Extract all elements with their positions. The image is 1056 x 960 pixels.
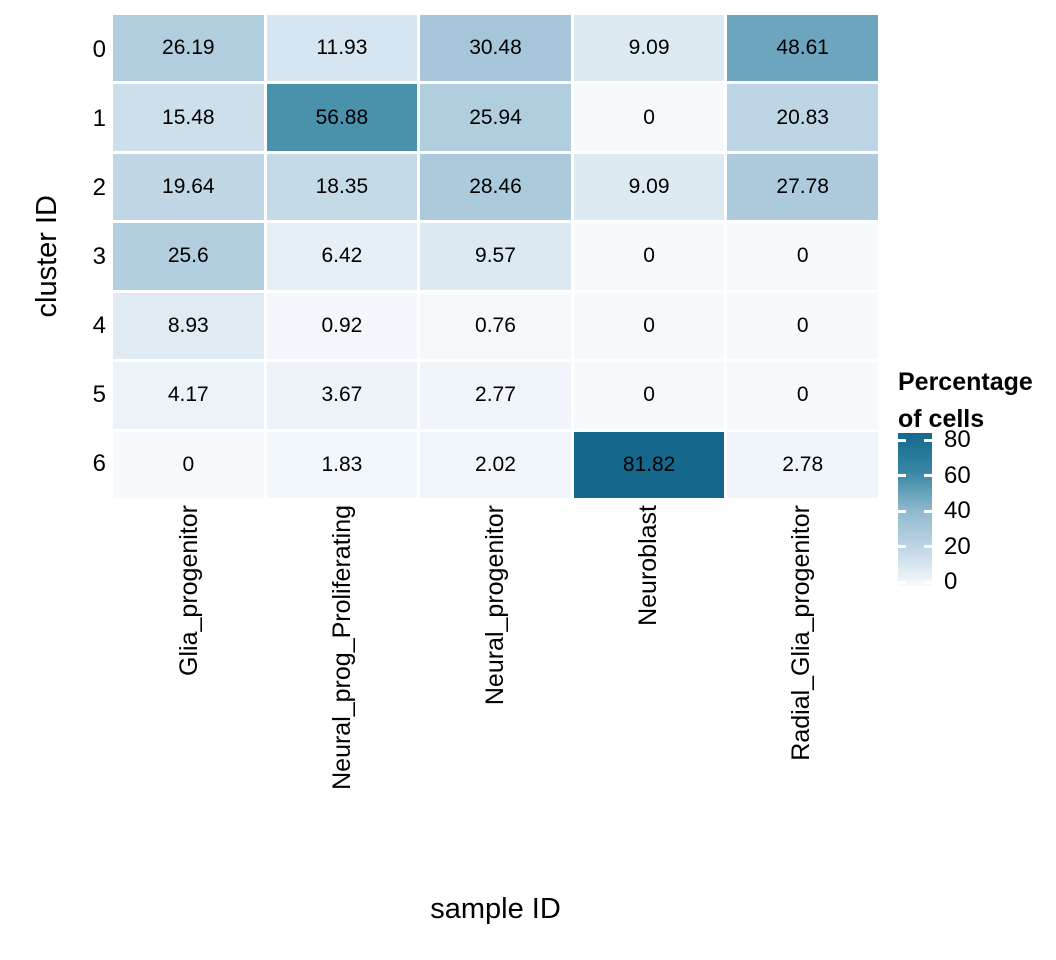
colorbar-tick-label: 60 — [944, 461, 971, 489]
x-tick-label-slot: Radial_Glia_progenitor — [725, 505, 878, 883]
heatmap-cell: 4.17 — [113, 362, 264, 429]
colorbar-gradient — [898, 433, 932, 586]
colorbar-tick-mark — [898, 438, 906, 442]
heatmap-cell: 26.19 — [113, 15, 264, 82]
colorbar-tick-label: 80 — [944, 426, 971, 454]
colorbar-tick-label: 20 — [944, 532, 971, 560]
heatmap-cell: 30.48 — [420, 15, 571, 82]
heatmap-cell: 56.88 — [266, 84, 418, 151]
heatmap-cell: 0 — [573, 292, 725, 360]
colorbar-tick-mark — [924, 545, 932, 549]
x-tick-label: Neural_prog_Proliferating — [327, 505, 356, 790]
colorbar-tick-mark — [924, 580, 932, 584]
heatmap-cell: 15.48 — [113, 84, 264, 151]
colorbar-tick-label: 40 — [944, 497, 971, 525]
heatmap-cell: 19.64 — [113, 153, 264, 221]
heatmap-cell: 0 — [727, 362, 878, 429]
heatmap-cell: 6.42 — [266, 223, 418, 290]
heatmap-cell: 9.57 — [420, 223, 571, 290]
heatmap-cell: 3.67 — [266, 362, 418, 429]
x-tick-label: Neural_progenitor — [480, 505, 509, 706]
heatmap-cell: 48.61 — [727, 15, 878, 82]
heatmap-cell: 2.78 — [727, 431, 878, 498]
heatmap-cell: 11.93 — [266, 15, 418, 82]
y-tick-label: 3 — [92, 242, 106, 270]
heatmap-cell: 0 — [573, 84, 725, 151]
x-axis-title: sample ID — [430, 893, 561, 925]
legend-colorbar: 80 60 40 20 0 — [898, 427, 971, 595]
heatmap-cell: 0.92 — [266, 292, 418, 360]
legend-title: Percentage of cells — [898, 364, 1033, 438]
y-tick-label: 6 — [92, 449, 106, 477]
heatmap-cell: 2.77 — [420, 362, 571, 429]
heatmap-cell: 9.09 — [573, 15, 725, 82]
colorbar-tick-mark — [924, 509, 932, 513]
heatmap-cell: 0 — [573, 223, 725, 290]
y-tick-label: 4 — [92, 311, 106, 339]
heatmap-cell: 0.76 — [420, 292, 571, 360]
x-tick-label: Radial_Glia_progenitor — [786, 505, 815, 761]
x-tick-label-slot: Glia_progenitor — [113, 505, 266, 883]
y-axis-tick-labels: 0 1 2 3 4 5 6 — [40, 15, 106, 498]
heatmap-cell: 28.46 — [420, 153, 571, 221]
heatmap-cell: 25.6 — [113, 223, 264, 290]
x-tick-label: Neuroblast — [633, 505, 662, 626]
heatmap-cell: 0 — [727, 223, 878, 290]
heatmap-cell: 9.09 — [573, 153, 725, 221]
y-tick-label: 0 — [92, 35, 106, 63]
legend-title-line1: Percentage — [898, 368, 1033, 396]
x-tick-label-slot: Neural_progenitor — [419, 505, 572, 883]
heatmap-cell: 0 — [727, 292, 878, 360]
heatmap-grid: 26.19 11.93 30.48 9.09 48.61 15.48 56.88 25.94 0… — [113, 15, 878, 498]
colorbar-tick-mark — [924, 474, 932, 478]
x-axis-tick-labels: Glia_progenitor Neural_prog_Proliferating… — [113, 505, 878, 883]
x-tick-label: Glia_progenitor — [174, 505, 203, 676]
x-tick-label-slot: Neuroblast — [572, 505, 725, 883]
colorbar-tick-mark — [898, 474, 906, 478]
heatmap-cell: 0 — [113, 431, 264, 498]
colorbar-tick-mark — [924, 438, 932, 442]
x-tick-label-slot: Neural_prog_Proliferating — [266, 505, 419, 883]
y-tick-label: 1 — [92, 104, 106, 132]
heatmap-cell: 8.93 — [113, 292, 264, 360]
heatmap-cell: 2.02 — [420, 431, 571, 498]
heatmap-cell: 81.82 — [573, 431, 725, 498]
colorbar-tick-label: 0 — [944, 568, 958, 595]
heatmap-cell: 1.83 — [266, 431, 418, 498]
heatmap-cell: 18.35 — [266, 153, 418, 221]
heatmap-cell: 0 — [573, 362, 725, 429]
colorbar-tick-mark — [898, 580, 906, 584]
heatmap-cell: 20.83 — [727, 84, 878, 151]
y-tick-label: 2 — [92, 173, 106, 201]
y-tick-label: 5 — [92, 380, 106, 408]
heatmap-cell: 25.94 — [420, 84, 571, 151]
colorbar-tick-mark — [898, 545, 906, 549]
legend-title-line2: of cells — [898, 405, 985, 433]
heatmap-cell: 27.78 — [727, 153, 878, 221]
colorbar-tick-mark — [898, 509, 906, 513]
